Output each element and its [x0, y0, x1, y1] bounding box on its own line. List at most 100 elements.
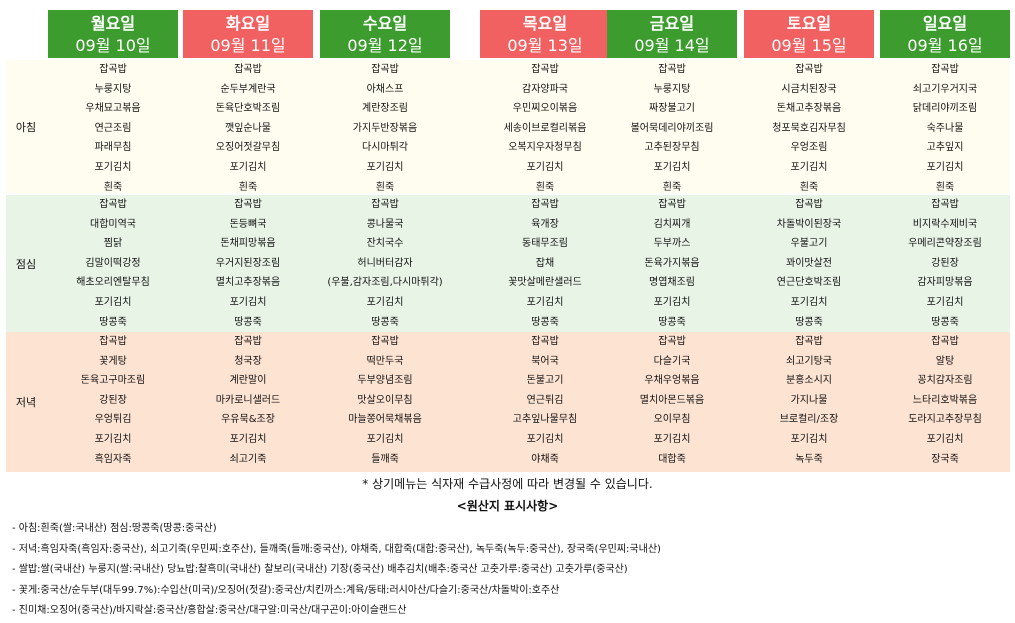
menu-item: 흰죽 [799, 181, 819, 193]
menu-item: 포기김치 [229, 296, 267, 308]
menu-item: 김치찌개 [653, 218, 691, 230]
menu-item: 우채묘고볶음 [85, 103, 141, 115]
lunch-menu-column: 잡곡밥 차돌박이된장국 우불고기 꽈이맛살전 연근단호박조림 포기김치 땅콩죽 [744, 195, 874, 332]
day-header: 금요일 09월 14일 [607, 10, 737, 58]
menu-item: 우채우엉볶음 [644, 375, 700, 387]
menu-item: 꽁치감자조림 [917, 375, 973, 387]
dinner-menu-column: 잡곡밥 꽃게탕 돈육고구마조림 강된장 우엉튀김 포기김치 흑임자죽 [48, 332, 178, 469]
day-header: 화요일 09월 11일 [183, 10, 313, 58]
menu-item: 쇠고기탕국 [786, 355, 832, 367]
menu-item: 고추된장무침 [644, 142, 700, 154]
lunch-menu-column: 잡곡밥 비지락수제비국 우메리콘약장조림 강된장 감자피망볶음 포기김치 땅콩죽 [880, 195, 1010, 332]
menu-item: 오징어젓갈무침 [215, 142, 281, 154]
menu-item: 아채스프 [366, 83, 404, 95]
breakfast-label: 아침 [15, 120, 37, 134]
menu-item: 땅콩죽 [234, 316, 262, 328]
menu-item: 김말이떡강정 [85, 257, 141, 269]
menu-item: 포기김치 [94, 296, 132, 308]
menu-item: 돈채피망볶음 [220, 238, 276, 250]
menu-item: 두부까스 [653, 238, 691, 250]
menu-item: 돈육가지볶음 [644, 257, 700, 269]
day-date: 09월 10일 [75, 36, 151, 55]
lunch-menu-column: 잡곡밥 육개장 동태무조림 잡채 꽃맛살메란샐러드 포기김치 땅콩죽 [480, 195, 610, 332]
menu-item: 포기김치 [526, 433, 564, 445]
menu-item: 고추잎지 [926, 142, 964, 154]
day-date: 09월 11일 [210, 36, 286, 55]
dinner-menu-column: 잡곡밥 청국장 계란말이 마카로니샐러드 우유묵&조장 포기김치 쇠고기죽 [183, 332, 313, 469]
menu-item: 흰죽 [238, 181, 258, 193]
menu-item: 잡곡밥 [234, 336, 262, 347]
menu-item: 포기김치 [653, 296, 691, 308]
menu-item: 느타리호박볶음 [912, 394, 978, 406]
menu-item: 장국죽 [931, 453, 959, 465]
menu-item: 흰죽 [535, 181, 555, 193]
menu-item: 잡곡밥 [99, 336, 127, 347]
menu-item: 잡곡밥 [795, 336, 823, 347]
menu-item: 우유묵&조장 [221, 414, 275, 426]
menu-item: 우거지된장조림 [215, 257, 281, 269]
lunch-menu-column: 잡곡밥 돈등뼈국 돈채피망볶음 우거지된장조림 멸치고추장볶음 포기김치 땅콩죽 [183, 195, 313, 332]
origin-line: - 저녁:흑임자죽(흑임자:중국산), 쇠고기죽(우민찌:호주산), 들깨죽(들… [12, 543, 661, 555]
menu-item: 연근단호박조림 [776, 277, 842, 289]
lunch-menu-column: 잡곡밥 김치찌개 두부까스 돈육가지볶음 명엽채조림 포기김치 땅콩죽 [607, 195, 737, 332]
menu-item: 잡곡밥 [371, 64, 399, 75]
menu-item: 콩나물국 [366, 218, 404, 230]
day-header: 일요일 09월 16일 [880, 10, 1010, 58]
menu-item: 포기김치 [790, 433, 828, 445]
menu-item: 대합죽 [658, 453, 686, 465]
day-header: 월요일 09월 10일 [48, 10, 178, 58]
menu-item: 명엽채조림 [649, 277, 695, 289]
menu-item: 가지나물 [790, 394, 828, 406]
breakfast-menu-column: 잡곡밥 쇠고기우거지국 닭데리야끼조림 숙주나물 고추잎지 포기김치 흰죽 [880, 60, 1010, 197]
menu-item: 잡곡밥 [795, 199, 823, 210]
menu-item: 잔치국수 [366, 238, 404, 250]
menu-item: 잡곡밥 [531, 199, 559, 210]
menu-item: 잡곡밥 [931, 336, 959, 347]
menu-item: 포기김치 [526, 296, 564, 308]
menu-item: 우메리콘약장조림 [908, 238, 982, 250]
menu-item: 찜닭 [103, 238, 123, 250]
menu-item: 포기김치 [926, 296, 964, 308]
menu-item: 잡곡밥 [99, 64, 127, 75]
menu-item: 깻잎순나물 [225, 122, 271, 134]
menu-item: 잡곡밥 [795, 64, 823, 75]
menu-item: 육개장 [531, 218, 559, 230]
menu-item: 맛살오이무침 [357, 394, 413, 406]
menu-item: 멸치아몬드볶음 [639, 394, 705, 406]
menu-item: 포기김치 [94, 433, 132, 445]
day-header: 목요일 09월 13일 [480, 10, 610, 58]
menu-item: 잡곡밥 [234, 64, 262, 75]
menu-item: 허니버터감자 [357, 257, 413, 269]
menu-item: 포기김치 [366, 296, 404, 308]
menu-item: 시금치된장국 [781, 83, 837, 95]
breakfast-menu-column: 잡곡밥 시금치된장국 돈채고추장볶음 청포묵호김자무침 우엉조림 포기김치 흰죽 [744, 60, 874, 197]
menu-item: 연근조림 [94, 122, 132, 134]
menu-item: 다시마튀각 [362, 142, 408, 154]
menu-item: 땅콩죽 [531, 316, 559, 328]
menu-item: 연근튀김 [526, 394, 564, 406]
menu-item: 감자양파국 [522, 83, 568, 95]
origin-line: - 진미채:오징어(중국산)/바지락살:중국산/홍합살:중국산/대구알:미국산/… [12, 605, 407, 616]
menu-item: 땅콩죽 [99, 316, 127, 328]
menu-item: 마카로니샐러드 [215, 394, 281, 406]
menu-item: 돈육단호박조림 [215, 103, 281, 115]
day-name: 일요일 [922, 14, 968, 33]
menu-item: 포기김치 [366, 433, 404, 445]
menu-item: 포기김치 [926, 161, 964, 173]
day-date: 09월 16일 [907, 36, 983, 55]
origin-line: - 아침:흰죽(쌀:국내산) 점심:땅콩죽(땅콩:중국산) [12, 523, 217, 534]
menu-item: 잡곡밥 [658, 64, 686, 75]
lunch-band [6, 195, 1010, 332]
breakfast-menu-column: 잡곡밥 누룽지탕 짜장불고기 볼어묵데리야끼조림 고추된장무침 포기김치 흰죽 [607, 60, 737, 197]
lunch-menu-column: 잡곡밥 콩나물국 잔치국수 허니버터감자 (우불,감자조림,다시마튀각) 포기김치 땅콩죽 [320, 195, 450, 332]
day-date: 09월 14일 [634, 36, 710, 55]
day-name: 토요일 [786, 14, 832, 33]
menu-item: 다슬기국 [653, 355, 691, 367]
menu-item: 우불고기 [790, 238, 828, 250]
menu-item: 숙주나물 [926, 122, 964, 134]
menu-item: 오이무침 [653, 414, 691, 426]
menu-item: 잡채 [535, 257, 555, 269]
menu-item: 꽈이맛살전 [786, 257, 832, 269]
menu-item: 쇠고기우거지국 [912, 83, 978, 95]
